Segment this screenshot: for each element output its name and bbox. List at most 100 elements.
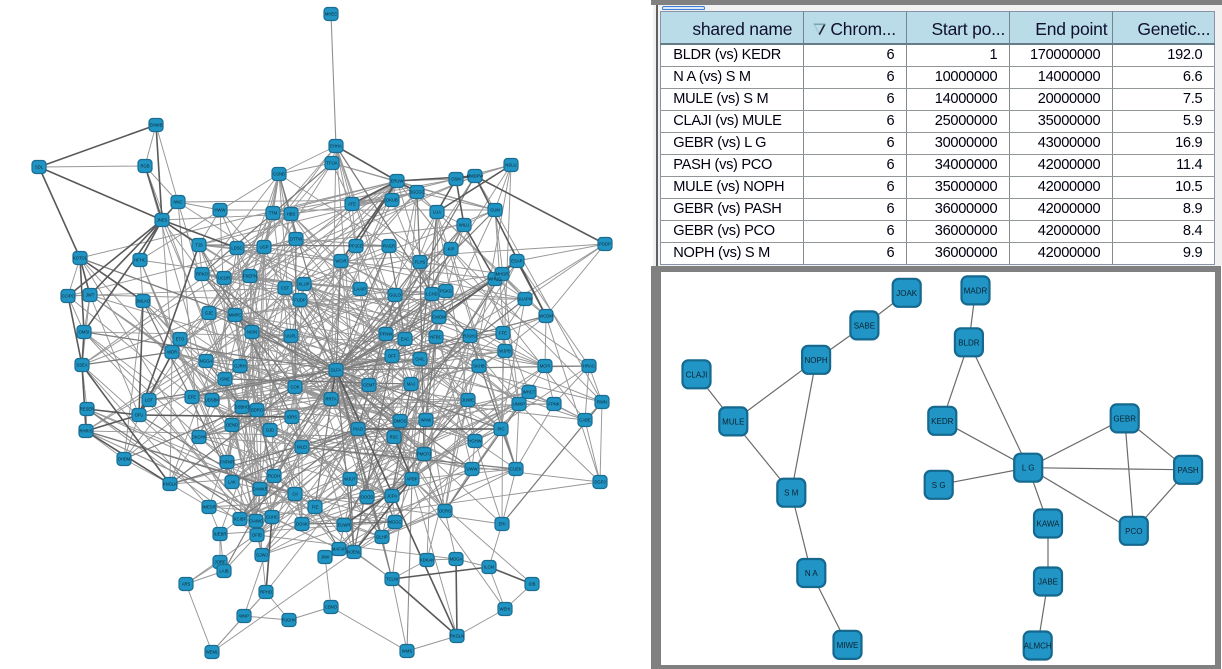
svg-text:KEDR: KEDR <box>931 417 953 426</box>
svg-text:ILCM: ILCM <box>484 565 495 570</box>
svg-text:FFE: FFE <box>499 331 507 336</box>
svg-text:GLFA: GLFA <box>331 368 342 373</box>
svg-text:LDSC: LDSC <box>231 246 242 251</box>
svg-text:WEHI: WEHI <box>500 607 511 612</box>
svg-text:UMKP: UMKP <box>513 402 525 407</box>
svg-text:CIAWC: CIAWC <box>249 519 263 524</box>
svg-text:ESAR: ESAR <box>511 259 522 264</box>
svg-text:RRTA: RRTA <box>325 397 336 402</box>
svg-text:JOAK: JOAK <box>896 289 918 298</box>
svg-text:NGGA: NGGA <box>200 359 213 364</box>
svg-text:OAIL: OAIL <box>415 357 425 362</box>
svg-text:DTTW: DTTW <box>290 237 302 242</box>
svg-text:JNES: JNES <box>157 218 168 223</box>
svg-text:PMCPJ: PMCPJ <box>417 452 431 457</box>
svg-text:APBP: APBP <box>406 477 417 482</box>
svg-text:TCLNI: TCLNI <box>386 577 398 582</box>
svg-text:FPNK: FPNK <box>548 402 559 407</box>
svg-text:OFU: OFU <box>135 413 144 418</box>
svg-text:BGCGO: BGCGO <box>409 190 425 195</box>
svg-text:DLHP: DLHP <box>376 535 387 540</box>
svg-text:UWW: UWW <box>467 467 478 472</box>
svg-text:UUPL: UUPL <box>285 334 297 339</box>
svg-text:OSM: OSM <box>451 177 461 182</box>
svg-text:GUM: GUM <box>490 208 500 213</box>
svg-text:MDGA: MDGA <box>450 557 463 562</box>
svg-text:SSEA: SSEA <box>76 363 87 368</box>
svg-text:PGKG: PGKG <box>440 289 452 294</box>
svg-text:KDKAK: KDKAK <box>420 558 434 563</box>
svg-text:MHGR: MHGR <box>496 272 509 277</box>
svg-text:WDR: WDR <box>167 350 177 355</box>
svg-text:BLDR: BLDR <box>958 338 980 347</box>
svg-text:BDRO: BDRO <box>251 408 264 413</box>
svg-text:LAIB: LAIB <box>219 569 228 574</box>
svg-text:S G: S G <box>932 481 946 490</box>
svg-text:KOTOL: KOTOL <box>73 256 88 261</box>
svg-text:EAC: EAC <box>401 337 410 342</box>
svg-text:UUAPW: UUAPW <box>517 297 533 302</box>
svg-text:EHHA: EHHA <box>330 144 342 149</box>
svg-text:JMLAO: JMLAO <box>136 299 151 304</box>
svg-text:UDSBK: UDSBK <box>205 398 220 403</box>
svg-text:JUWE: JUWE <box>462 398 474 403</box>
svg-text:HBS: HBS <box>287 212 296 217</box>
svg-text:ATE: ATE <box>348 202 356 207</box>
svg-text:PFNW: PFNW <box>380 332 392 337</box>
svg-text:CSNB: CSNB <box>273 172 285 177</box>
svg-text:KNGLK: KNGLK <box>163 482 177 487</box>
svg-text:OKCHN: OKCHN <box>191 435 206 440</box>
svg-text:RGB: RGB <box>140 164 149 169</box>
svg-text:MMDPW: MMDPW <box>467 174 484 179</box>
svg-text:RESER: RESER <box>80 407 94 412</box>
svg-text:NFBC: NFBC <box>430 335 441 340</box>
svg-text:RHRIS: RHRIS <box>79 429 92 434</box>
svg-text:RKGLN: RKGLN <box>450 634 464 639</box>
svg-text:OFF: OFF <box>388 354 397 359</box>
svg-text:DFIB: DFIB <box>252 533 262 538</box>
svg-text:CII: CII <box>292 492 297 497</box>
svg-text:CBNO: CBNO <box>325 605 338 610</box>
svg-text:RJUHJ: RJUHJ <box>463 334 476 339</box>
svg-text:GEBR: GEBR <box>1113 414 1136 423</box>
svg-text:CABE: CABE <box>579 418 591 423</box>
svg-text:GJE: GJE <box>205 311 213 316</box>
svg-text:WMS: WMS <box>402 649 412 654</box>
svg-text:GJRH: GJRH <box>234 364 245 369</box>
svg-text:N A: N A <box>805 569 819 578</box>
svg-text:CEMT: CEMT <box>363 383 375 388</box>
svg-text:KLUP: KLUP <box>299 282 310 287</box>
svg-text:DKUB: DKUB <box>386 198 398 203</box>
svg-text:RWN: RWN <box>597 400 607 405</box>
svg-text:LAK: LAK <box>228 480 236 485</box>
svg-text:OMSI: OMSI <box>79 330 90 335</box>
svg-text:ALMCH: ALMCH <box>1024 642 1052 651</box>
svg-text:GJD: GJD <box>266 428 274 433</box>
svg-text:EUWR: EUWR <box>338 523 351 528</box>
svg-text:ERI: ERI <box>499 522 506 527</box>
svg-text:EMWB: EMWB <box>149 123 162 128</box>
svg-text:MMPC: MMPC <box>229 313 242 318</box>
svg-text:NOPH: NOPH <box>805 356 828 365</box>
svg-text:WCIR: WCIR <box>335 259 346 264</box>
svg-text:TFIJA: TFIJA <box>326 161 337 166</box>
svg-text:SKHB: SKHB <box>473 364 485 369</box>
svg-text:UGP: UGP <box>259 245 268 250</box>
svg-text:CCIPC: CCIPC <box>61 294 74 299</box>
svg-text:EFE: EFE <box>188 395 196 400</box>
svg-text:DGPJ: DGPJ <box>594 480 605 485</box>
svg-text:DMOS: DMOS <box>394 419 407 424</box>
svg-text:NSLU: NSLU <box>505 163 516 168</box>
svg-text:MAFAP: MAFAP <box>332 547 346 552</box>
svg-text:MIWE: MIWE <box>837 641 859 650</box>
svg-text:ARS: ARS <box>182 582 191 587</box>
svg-text:TTM: TTM <box>269 211 278 216</box>
svg-text:WJPB: WJPB <box>499 349 511 354</box>
svg-text:WAW: WAW <box>421 418 431 423</box>
svg-text:FKEPN: FKEPN <box>243 274 257 279</box>
svg-text:DOAK: DOAK <box>296 522 308 527</box>
svg-text:MAJ: MAJ <box>407 382 415 387</box>
svg-text:GULO: GULO <box>389 293 402 298</box>
svg-text:PASH: PASH <box>1177 466 1198 475</box>
svg-text:RPHO: RPHO <box>260 590 273 595</box>
